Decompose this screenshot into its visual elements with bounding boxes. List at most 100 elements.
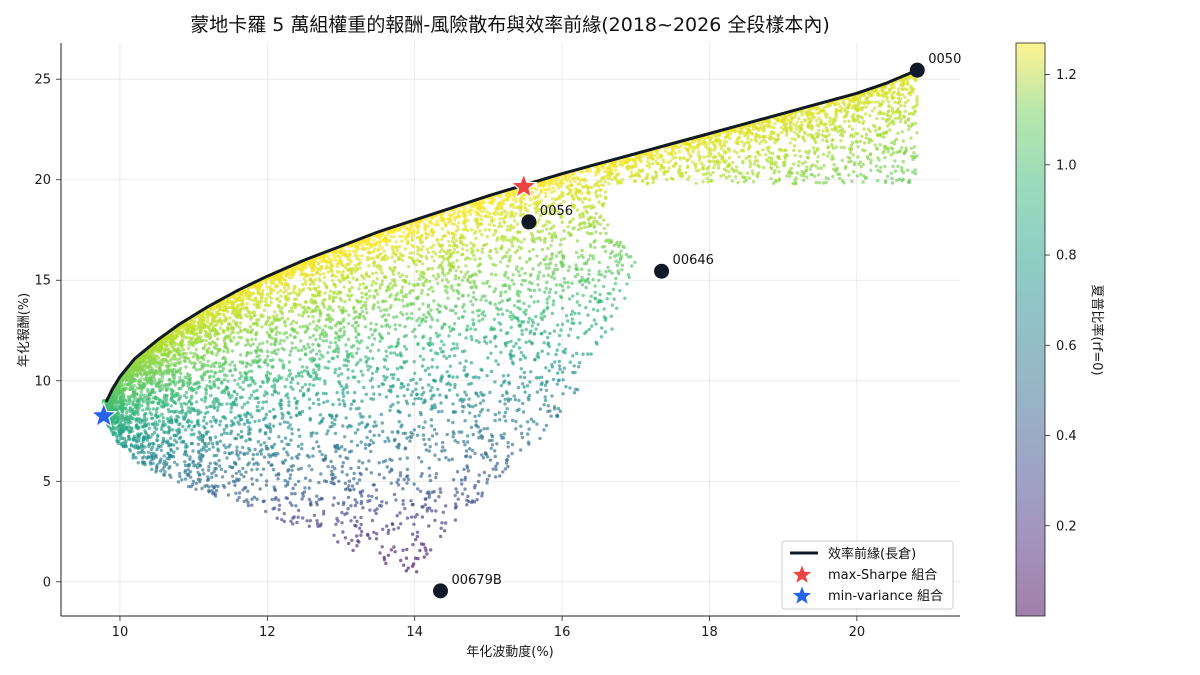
portfolio-point bbox=[554, 283, 559, 287]
portfolio-point bbox=[146, 450, 151, 454]
portfolio-point bbox=[380, 282, 384, 286]
portfolio-point bbox=[841, 134, 845, 138]
portfolio-point bbox=[258, 384, 263, 389]
portfolio-point bbox=[289, 380, 293, 385]
portfolio-point bbox=[864, 132, 869, 137]
portfolio-point bbox=[839, 139, 843, 143]
portfolio-point bbox=[530, 324, 534, 328]
portfolio-point bbox=[354, 315, 358, 319]
portfolio-point bbox=[253, 381, 257, 386]
portfolio-point bbox=[283, 385, 287, 389]
portfolio-point bbox=[194, 368, 199, 372]
portfolio-point bbox=[225, 328, 230, 332]
portfolio-point bbox=[729, 132, 733, 136]
portfolio-point bbox=[154, 411, 159, 415]
portfolio-point bbox=[483, 214, 487, 218]
portfolio-point bbox=[515, 408, 519, 413]
portfolio-point bbox=[473, 327, 477, 332]
portfolio-point bbox=[833, 110, 838, 114]
portfolio-point bbox=[741, 161, 745, 165]
portfolio-point bbox=[469, 381, 473, 386]
portfolio-point bbox=[434, 509, 438, 513]
portfolio-point bbox=[288, 353, 292, 357]
portfolio-point bbox=[346, 321, 351, 326]
portfolio-point bbox=[507, 259, 511, 263]
portfolio-point bbox=[599, 179, 603, 183]
portfolio-point bbox=[201, 445, 206, 449]
portfolio-point bbox=[687, 175, 691, 179]
portfolio-point bbox=[498, 418, 502, 422]
portfolio-point bbox=[469, 361, 474, 365]
portfolio-point bbox=[510, 278, 514, 282]
portfolio-point bbox=[408, 291, 412, 295]
portfolio-point bbox=[272, 379, 276, 383]
portfolio-point bbox=[332, 256, 336, 260]
portfolio-point bbox=[194, 400, 199, 404]
portfolio-point bbox=[527, 427, 531, 431]
portfolio-point bbox=[357, 341, 362, 345]
portfolio-point bbox=[487, 254, 491, 258]
portfolio-point bbox=[529, 273, 533, 278]
portfolio-point bbox=[380, 324, 384, 329]
portfolio-point bbox=[862, 141, 867, 145]
portfolio-point bbox=[678, 164, 682, 169]
portfolio-point bbox=[166, 360, 170, 364]
portfolio-point bbox=[418, 410, 423, 415]
portfolio-point bbox=[445, 290, 449, 295]
portfolio-point bbox=[290, 346, 295, 350]
portfolio-point bbox=[546, 246, 550, 251]
portfolio-point bbox=[290, 456, 294, 460]
portfolio-point bbox=[620, 263, 625, 267]
portfolio-point bbox=[875, 147, 879, 151]
portfolio-point bbox=[603, 275, 607, 279]
portfolio-point bbox=[229, 331, 234, 335]
portfolio-point bbox=[278, 341, 282, 346]
portfolio-point bbox=[305, 365, 309, 370]
portfolio-point bbox=[406, 477, 411, 482]
portfolio-point bbox=[434, 277, 438, 281]
portfolio-point bbox=[832, 163, 836, 167]
portfolio-point bbox=[335, 354, 340, 359]
portfolio-point bbox=[209, 369, 214, 374]
portfolio-point bbox=[224, 446, 228, 450]
portfolio-point bbox=[249, 351, 253, 355]
portfolio-point bbox=[474, 403, 478, 407]
portfolio-point bbox=[315, 373, 319, 377]
portfolio-point bbox=[262, 308, 267, 312]
portfolio-point bbox=[584, 285, 588, 290]
portfolio-point bbox=[432, 299, 436, 303]
portfolio-point bbox=[599, 335, 604, 339]
portfolio-point bbox=[396, 400, 400, 405]
portfolio-point bbox=[246, 400, 250, 405]
portfolio-point bbox=[856, 145, 860, 149]
portfolio-point bbox=[493, 380, 497, 384]
portfolio-point bbox=[283, 324, 288, 328]
portfolio-point bbox=[645, 172, 650, 177]
portfolio-point bbox=[477, 319, 481, 323]
portfolio-point bbox=[248, 396, 252, 400]
portfolio-point bbox=[308, 322, 312, 326]
portfolio-point bbox=[253, 419, 257, 424]
portfolio-point bbox=[508, 254, 512, 259]
portfolio-point bbox=[485, 455, 490, 459]
portfolio-point bbox=[586, 313, 590, 317]
portfolio-point bbox=[390, 286, 394, 290]
portfolio-point bbox=[185, 376, 189, 380]
portfolio-point bbox=[312, 513, 317, 518]
portfolio-point bbox=[206, 363, 210, 368]
portfolio-point bbox=[601, 218, 606, 222]
portfolio-point bbox=[374, 488, 379, 492]
portfolio-point bbox=[234, 491, 238, 495]
portfolio-point bbox=[594, 230, 598, 234]
portfolio-point bbox=[386, 436, 390, 440]
portfolio-point bbox=[691, 160, 695, 164]
portfolio-point bbox=[379, 412, 383, 417]
portfolio-point bbox=[587, 257, 591, 261]
portfolio-point bbox=[495, 250, 499, 254]
portfolio-point bbox=[813, 174, 817, 179]
portfolio-point bbox=[451, 435, 455, 439]
portfolio-point bbox=[888, 128, 892, 132]
portfolio-point bbox=[428, 506, 432, 510]
portfolio-point bbox=[301, 311, 306, 315]
portfolio-point bbox=[340, 263, 345, 267]
